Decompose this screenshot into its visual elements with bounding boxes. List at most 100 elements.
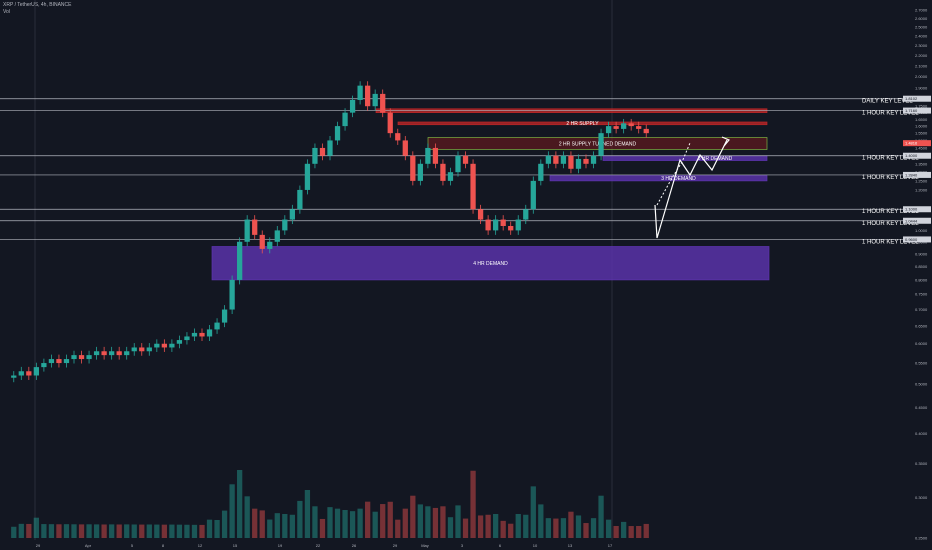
x-axis-tick: Apr [85,543,92,548]
candle-body [63,359,70,364]
candle-body [493,219,499,231]
volume-bar [146,524,152,538]
x-axis-tick: 15 [233,543,238,548]
candle-body [425,147,431,164]
volume-bar [349,511,356,538]
projection-arrow-head [721,136,730,147]
candle-body [387,112,393,134]
volume-bar [455,505,461,538]
y-axis-tick: 0.6000 [915,341,928,346]
zone-label: 4 HR DEMAND [473,261,508,267]
key-level-tag [903,107,931,114]
candle-body [568,155,574,169]
y-axis-tick: 2.3000 [915,43,928,48]
volume-bar [636,526,642,538]
volume-bar [575,515,582,538]
volume-bar [252,508,258,538]
y-axis-tick: 1.4500 [915,145,928,150]
candle-body [455,155,461,173]
candle-body [244,219,250,242]
candle-body [124,351,130,356]
y-axis-tick: 0.2500 [915,536,928,541]
volume-bar [410,495,416,538]
candle-body [553,155,559,164]
chart-symbol-title: XRP / TetherUS, 4h, BINANCE [3,2,72,8]
x-axis-tick: 29 [393,543,398,548]
volume-bar [493,514,499,538]
volume-bar [86,524,92,538]
candle-body [304,163,311,190]
key-level-label: 1 HOUR KEY LEVEL [862,111,919,117]
candle-body [583,158,589,164]
x-axis-tick: 12 [198,543,203,548]
y-axis-tick: 1.0000 [915,228,928,233]
candle-body [327,140,333,156]
candle-body [101,351,107,356]
volume-bar [568,511,574,538]
key-level-label: 1 HOUR KEY LEVEL [862,239,919,245]
volume-bar [289,514,295,538]
volume-bar [176,524,183,538]
volume-bar [161,524,167,538]
key-level-label: 1 HOUR KEY LEVEL [862,221,919,227]
x-axis-tick: 29 [36,543,41,548]
y-axis-tick: 0.8000 [915,277,928,282]
key-level-tag [903,217,931,224]
y-axis-tick: 2.5000 [915,25,928,30]
volume-bar [485,514,491,538]
volume-bar [191,524,198,538]
zone-label: 3 HR DEMAND [661,176,696,182]
y-axis-tick: 0.7000 [915,307,928,312]
candle-body [365,85,371,107]
key-level-label: 1 HOUR KEY LEVEL [862,209,919,215]
volume-bar [365,501,371,538]
candle-body [621,123,627,129]
candle-body [410,155,416,181]
candle-body [154,343,160,348]
zone-label: 2 HR SUPPLY [566,121,599,127]
candle-body [643,128,649,134]
volume-bar [515,514,521,538]
volume-bar [124,524,130,538]
candle-body [628,123,634,127]
volume-bar [78,524,85,538]
candle-body [48,359,55,364]
candle-body [605,126,612,134]
volume-bar [244,496,250,538]
candle-body [26,371,32,376]
volume-label: Vol [3,9,10,15]
volume-bar [274,513,280,538]
zone-demand [549,175,768,182]
volume-bar [56,524,62,538]
volume-bar [237,470,243,538]
volume-bar [538,504,544,538]
projection-path [654,139,728,239]
key-level-tag-text: 1.8102 [905,96,918,101]
x-axis-tick: 17 [608,543,613,548]
volume-bar [417,504,423,538]
candle-body [71,355,77,360]
candle-body [131,347,137,352]
candle-body [312,147,318,164]
candle-body [334,126,341,141]
key-level-label: 1 HOUR KEY LEVEL [862,156,919,162]
y-axis-tick: 2.4000 [915,34,928,39]
y-axis-tick: 1.2000 [915,187,928,192]
candle-body [500,219,506,226]
y-axis-tick: 2.6000 [915,16,928,21]
volume-bar [267,519,273,538]
key-level-tag-text: 0.9600 [905,237,918,242]
volume-bar [206,519,213,538]
volume-bar [109,524,115,538]
volume-bar [508,523,514,538]
volume-bar [26,523,32,538]
y-axis-tick: 1.5500 [915,131,928,136]
candle-body [33,367,39,376]
volume-bar [432,507,439,538]
y-axis-tick: 0.6500 [915,323,928,328]
y-axis-tick: 0.4500 [915,405,928,410]
y-axis-tick: 2.0000 [915,74,928,79]
key-level-tag [903,152,931,159]
volume-bar [598,495,604,538]
